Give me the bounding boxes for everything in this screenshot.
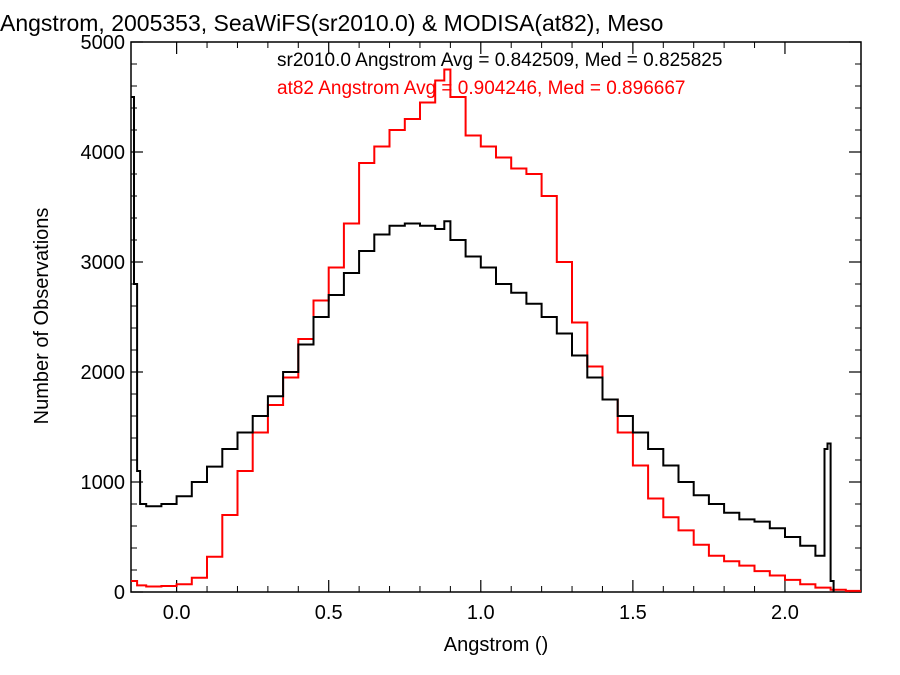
chart-title: Angstrom, 2005353, SeaWiFS(sr2010.0) & M…: [0, 10, 663, 36]
plot-area: 0.0 0.5 1.0 1.5 2.0 0 1000 2000 3000 4000 5000: [81, 32, 862, 624]
legend-entry-at82: at82 Angstrom Avg = 0.904246, Med = 0.89…: [277, 78, 685, 99]
x-tick-label: 2.0: [771, 602, 799, 624]
legend-entry-sr2010: sr2010.0 Angstrom Avg = 0.842509, Med = …: [277, 50, 722, 71]
y-tick-label: 2000: [81, 362, 126, 384]
y-axis: 0 1000 2000 3000 4000 5000: [81, 32, 861, 604]
series-layer: [131, 68, 861, 592]
x-axis-label: Angstrom (): [444, 634, 548, 656]
y-tick-label: 3000: [81, 252, 126, 274]
y-tick-label: 5000: [81, 32, 126, 54]
y-tick-label: 4000: [81, 142, 126, 164]
plot-frame: [130, 41, 862, 593]
x-tick-label: 0.5: [315, 602, 343, 624]
series-line-at82: [131, 68, 861, 592]
y-tick-label: 0: [114, 582, 125, 604]
x-tick-label: 1.0: [467, 602, 495, 624]
x-tick-label: 0.0: [163, 602, 191, 624]
series-line-sr2010-0: [131, 96, 835, 592]
y-tick-label: 1000: [81, 472, 126, 494]
x-axis: 0.0 0.5 1.0 1.5 2.0: [163, 42, 799, 624]
y-axis-label: Number of Observations: [31, 208, 53, 425]
x-tick-label: 1.5: [619, 602, 647, 624]
